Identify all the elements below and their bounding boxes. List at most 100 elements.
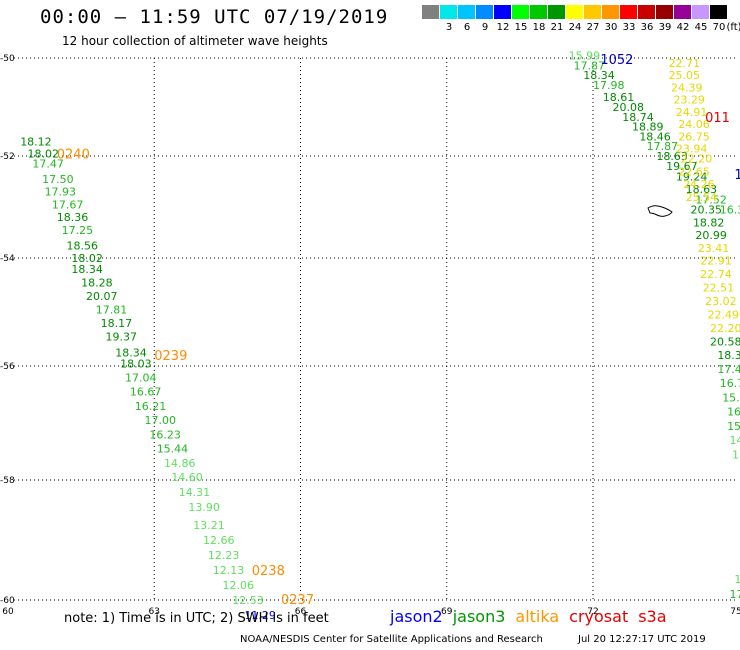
swh-value: 12.66 bbox=[203, 534, 235, 547]
swh-value: 16.67 bbox=[130, 386, 162, 399]
swh-value: 16.79 bbox=[720, 377, 740, 390]
pass-number: 1 bbox=[734, 168, 740, 183]
swh-value: 15 bbox=[734, 573, 740, 586]
swh-value: 18.89 bbox=[632, 121, 664, 134]
swh-value: 17.81 bbox=[96, 303, 128, 316]
swh-value: 22.20 bbox=[681, 153, 713, 166]
swh-value: 18.63 bbox=[656, 150, 688, 163]
legend-label: 9 bbox=[481, 22, 489, 33]
legend-label: 45 bbox=[694, 22, 708, 33]
swh-value: 26.75 bbox=[678, 130, 710, 143]
satellite-s3a: s3a bbox=[638, 607, 667, 626]
legend-label: 33 bbox=[622, 22, 636, 33]
swh-value: 12.53 bbox=[232, 594, 264, 607]
swh-value: 22.65 bbox=[678, 165, 710, 178]
swh-value: 22.49 bbox=[708, 309, 740, 322]
swh-value: 15.2 bbox=[727, 420, 740, 433]
legend-label: 70 bbox=[712, 22, 726, 33]
swh-value: 18.03 bbox=[120, 357, 152, 370]
swh-value: 24.91 bbox=[676, 106, 708, 119]
swh-value: 17.93 bbox=[45, 186, 77, 199]
legend-label: 30 bbox=[604, 22, 618, 33]
swh-value: 18.56 bbox=[67, 239, 99, 252]
swh-value: 17. bbox=[730, 588, 740, 601]
credit-timestamp: Jul 20 12:27:17 UTC 2019 bbox=[578, 634, 706, 645]
swh-value: 18.36 bbox=[57, 211, 89, 224]
wave-height-observations: 18.1218.0217.4717.5017.9317.6718.3617.25… bbox=[20, 50, 740, 622]
pass-number: 0240 bbox=[57, 148, 90, 163]
swh-value: 14.86 bbox=[164, 457, 196, 470]
note-text: note: 1) Time is in UTC; 2) SWH is in fe… bbox=[64, 611, 329, 626]
legend-swatch bbox=[440, 5, 457, 19]
swh-value: 18.28 bbox=[81, 276, 113, 289]
swh-value: 18.63 bbox=[686, 183, 718, 196]
pass-labels: 0240 0239 0238 0237 1052 011 1 bbox=[57, 53, 740, 608]
lat-tick-label: -56 bbox=[0, 362, 15, 372]
swh-value: 17.00 bbox=[145, 414, 177, 427]
legend-swatch bbox=[584, 5, 601, 19]
swh-value: 18.34 bbox=[583, 69, 615, 82]
legend-swatch bbox=[512, 5, 529, 19]
swh-value: 17.52 bbox=[695, 193, 727, 206]
legend-swatch bbox=[458, 5, 475, 19]
swh-value: 24.06 bbox=[678, 118, 710, 131]
lat-tick-label: -60 bbox=[0, 596, 15, 606]
swh-value: 12.23 bbox=[208, 549, 240, 562]
swh-value: 18.34 bbox=[115, 347, 147, 360]
swh-value: 18.02 bbox=[71, 252, 103, 265]
legend-swatch bbox=[602, 5, 619, 19]
swh-value: 17.25 bbox=[62, 224, 94, 237]
swh-value: 22.51 bbox=[703, 282, 735, 295]
legend-label: 24 bbox=[568, 22, 582, 33]
swh-value: 15.99 bbox=[569, 50, 601, 63]
swh-value: 18.02 bbox=[28, 148, 60, 161]
swh-value: 17.47 bbox=[32, 158, 64, 171]
swh-value: 17.04 bbox=[125, 371, 157, 384]
legend-swatch bbox=[422, 5, 439, 19]
swh-value: 17.50 bbox=[42, 173, 74, 186]
swh-value: 18.82 bbox=[693, 216, 725, 229]
swh-value: 11.29 bbox=[244, 609, 276, 622]
swh-value: 12.13 bbox=[213, 564, 245, 577]
swh-value: 17.87 bbox=[647, 140, 679, 153]
swh-value: 24.39 bbox=[671, 81, 703, 94]
legend-label: 21 bbox=[550, 22, 564, 33]
swh-value: 23.29 bbox=[673, 94, 705, 107]
lon-tick-label: 63 bbox=[149, 607, 160, 617]
swh-value: 19.24 bbox=[676, 170, 708, 183]
map-title: 00:00 – 11:59 UTC 07/19/2019 bbox=[40, 6, 389, 28]
swh-value: 12.06 bbox=[223, 579, 255, 592]
swh-value: 20.08 bbox=[613, 101, 645, 114]
swh-value: 19.67 bbox=[666, 160, 698, 173]
swh-value: 18.12 bbox=[20, 135, 52, 148]
swh-value: 22.20 bbox=[710, 322, 740, 335]
lat-tick-label: -54 bbox=[0, 254, 15, 264]
swh-value: 20.07 bbox=[86, 290, 118, 303]
swh-value: 20.99 bbox=[695, 229, 727, 242]
credit-text: NOAA/NESDIS Center for Satellite Applica… bbox=[240, 634, 543, 645]
pass-number: 1052 bbox=[600, 53, 633, 68]
swh-value: 22.74 bbox=[700, 268, 732, 281]
swh-value: 18.61 bbox=[603, 91, 635, 104]
pass-number: 011 bbox=[705, 111, 730, 126]
satellite-jason3: jason3 bbox=[452, 607, 506, 626]
legend-label: 42 bbox=[676, 22, 690, 33]
pass-number: 0238 bbox=[252, 564, 285, 579]
swh-value: 23.02 bbox=[705, 295, 737, 308]
swh-value: 16.32 bbox=[720, 204, 740, 217]
lon-tick-label: 69 bbox=[441, 607, 453, 617]
legend-swatch bbox=[476, 5, 493, 19]
legend-swatch bbox=[710, 5, 727, 19]
axis-tick-labels: 60 63 66 69 72 75 -50 -52 -54 -56 -58 -60 bbox=[0, 54, 740, 617]
swh-value: 16.0 bbox=[727, 406, 740, 419]
swh-value: 17.98 bbox=[593, 79, 625, 92]
legend-swatch bbox=[638, 5, 655, 19]
satellite-jason2: jason2 bbox=[390, 607, 443, 626]
swh-value: 22.91 bbox=[700, 255, 732, 268]
swh-value: 14.31 bbox=[179, 486, 211, 499]
swh-value: 16.21 bbox=[135, 400, 167, 413]
map-subtitle: 12 hour collection of altimeter wave hei… bbox=[62, 34, 328, 48]
swh-value: 16.23 bbox=[149, 428, 181, 441]
swh-value: 14.1 bbox=[730, 434, 740, 447]
